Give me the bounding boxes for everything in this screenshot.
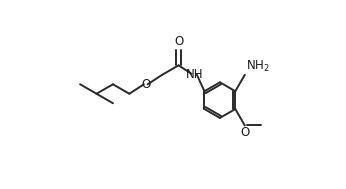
Text: O: O (141, 78, 151, 91)
Text: O: O (240, 126, 249, 139)
Text: O: O (174, 35, 183, 48)
Text: NH: NH (186, 68, 204, 81)
Text: NH$_2$: NH$_2$ (246, 59, 270, 74)
